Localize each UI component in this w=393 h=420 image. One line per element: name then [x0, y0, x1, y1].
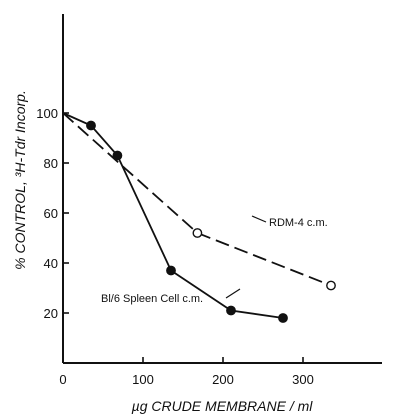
- leader-rdm4: [251, 215, 267, 223]
- series-label-bl6: Bl/6 Spleen Cell c.m.: [101, 293, 203, 305]
- data-point-filled: [166, 265, 176, 276]
- y-tick-label: 20: [44, 306, 58, 321]
- series-markers: [86, 120, 336, 323]
- x-tick-label: 0: [59, 372, 66, 387]
- data-point-filled: [278, 313, 288, 323]
- y-tick-label: 60: [44, 206, 58, 221]
- x-tick-label: 300: [292, 372, 314, 387]
- x-axis-label: µg CRUDE MEMBRANE / ml: [132, 398, 314, 414]
- y-tick-label: 40: [44, 256, 58, 271]
- axes: [62, 14, 382, 364]
- data-point-filled: [226, 305, 236, 316]
- ticks: 20 40 60 80 100 0 100 200 300: [36, 106, 314, 387]
- series-label-rdm4: RDM-4 c.m.: [269, 217, 328, 229]
- data-point-filled: [112, 150, 123, 161]
- y-tick-label: 80: [44, 156, 58, 171]
- series-lines: [62, 112, 332, 319]
- x-tick-label: 100: [132, 372, 154, 387]
- data-point-filled: [86, 120, 96, 131]
- data-point-open: [326, 280, 336, 291]
- data-point-open: [192, 228, 203, 238]
- y-axis-label: % CONTROL, ³H-Tdr Incorp.: [12, 90, 28, 270]
- series-line-0: [62, 112, 284, 319]
- y-tick-label: 100: [36, 106, 58, 121]
- x-tick-label: 200: [212, 372, 234, 387]
- leader-lines: [225, 215, 267, 299]
- leader-bl6: [225, 288, 241, 299]
